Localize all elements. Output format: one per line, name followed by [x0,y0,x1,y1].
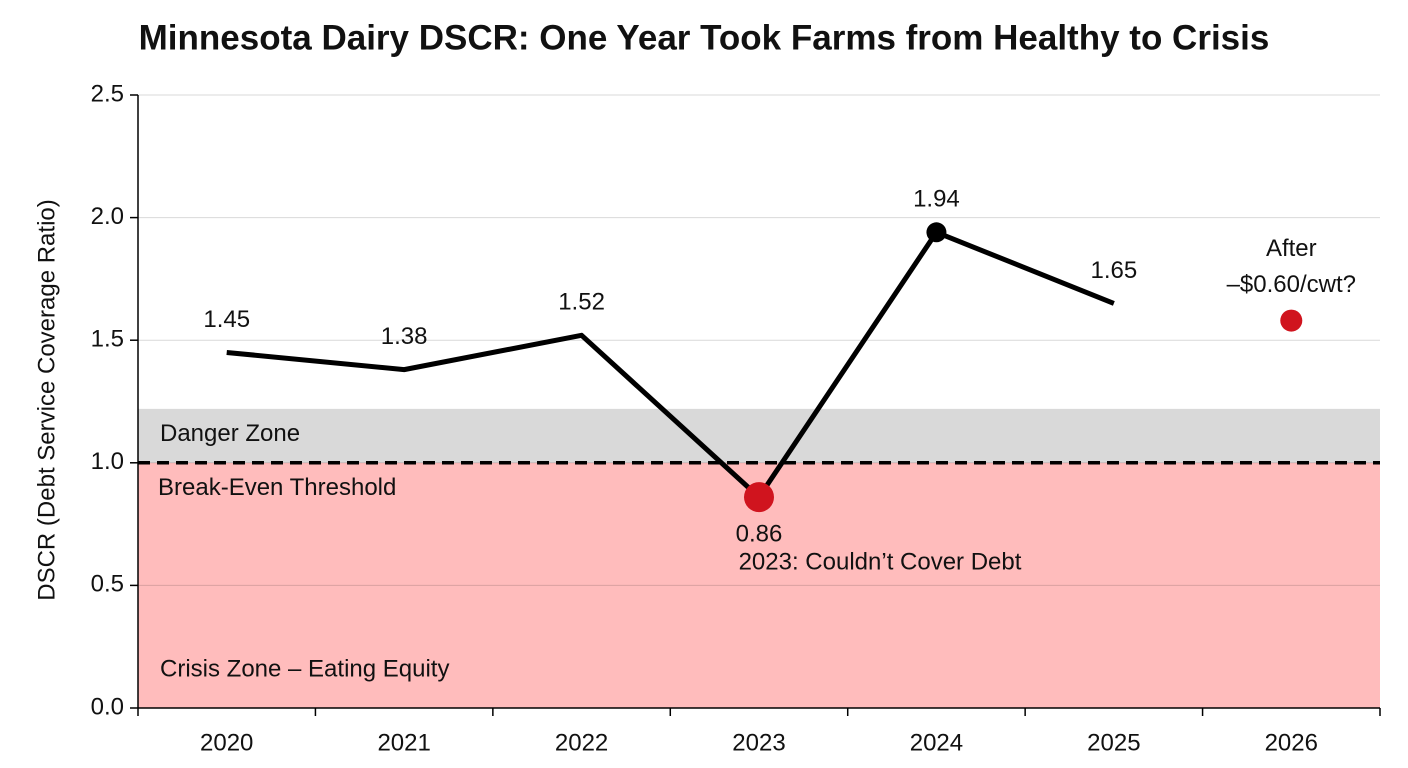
threshold-label: Break-Even Threshold [158,474,396,501]
x-tick-label: 2024 [910,729,963,756]
data-label: 1.52 [558,289,605,316]
projection-label: –$0.60/cwt? [1227,271,1356,298]
x-tick-label: 2025 [1087,729,1140,756]
zone [138,408,1380,463]
data-label: 1.38 [381,323,428,350]
y-tick-label: 1.0 [91,448,124,475]
point [744,482,774,513]
x-tick-label: 2020 [200,729,253,756]
zone-label: Danger Zone [160,420,300,447]
annotation: 2023: Couldn’t Cover Debt [739,548,1022,575]
y-tick-label: 1.5 [91,326,124,353]
y-tick-label: 2.5 [91,80,124,107]
data-label: 1.45 [203,306,250,333]
y-tick-label: 0.5 [91,571,124,598]
point [926,222,947,243]
y-axis-label: DSCR (Debt Service Coverage Ratio) [33,199,60,600]
projection-label: After [1266,235,1317,262]
series-line [226,229,1115,500]
y-tick-label: 2.0 [91,203,124,230]
x-tick-label: 2026 [1265,729,1318,756]
data-label: 1.94 [913,186,960,213]
x-tick-label: 2022 [555,729,608,756]
zone-label: Crisis Zone – Eating Equity [160,655,449,682]
x-tick-label: 2021 [377,729,430,756]
data-label: 1.65 [1090,257,1137,284]
chart-title: Minnesota Dairy DSCR: One Year Took Farm… [139,18,1270,57]
y-tick-label: 0.0 [91,693,124,720]
data-label: 0.86 [736,520,783,547]
projection-point [1280,309,1303,332]
x-tick-label: 2023 [732,729,785,756]
